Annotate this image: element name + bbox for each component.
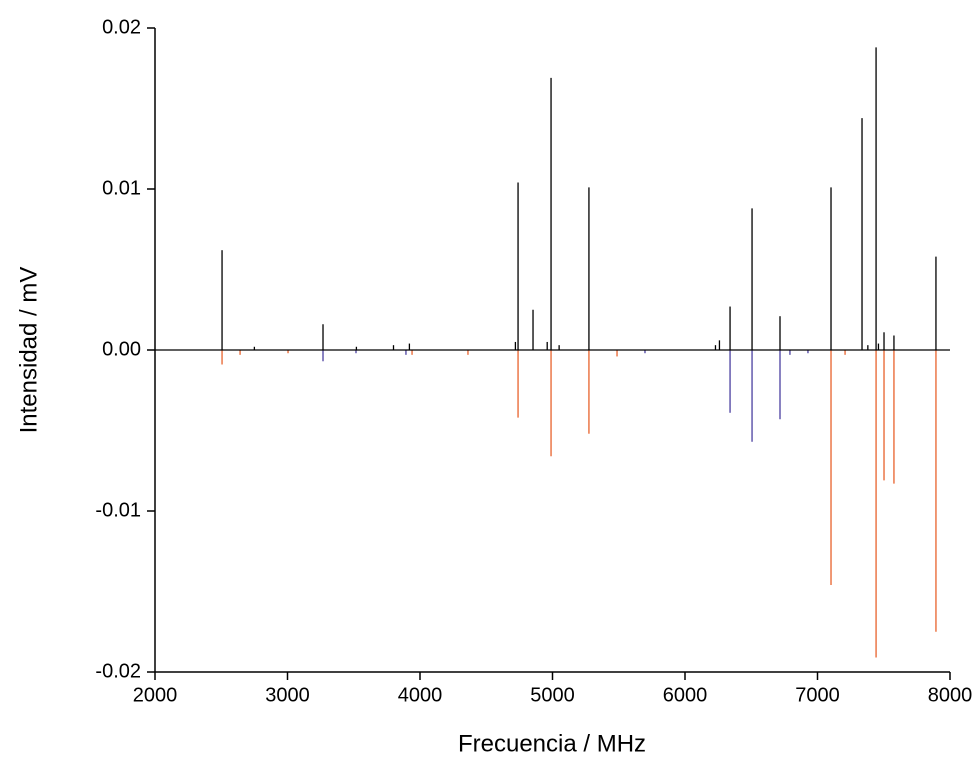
x-tick-label: 2000 <box>133 684 178 706</box>
x-tick-label: 7000 <box>795 684 840 706</box>
y-tick-label: 0.01 <box>102 177 141 199</box>
x-tick-label: 8000 <box>928 684 973 706</box>
x-tick-label: 6000 <box>663 684 708 706</box>
y-tick-label: -0.01 <box>95 499 141 521</box>
y-tick-label: 0.00 <box>102 338 141 360</box>
y-tick-label: -0.02 <box>95 660 141 682</box>
y-tick-label: 0.02 <box>102 16 141 38</box>
x-tick-label: 4000 <box>398 684 443 706</box>
y-axis-label: Intensidad / mV <box>15 267 42 434</box>
x-tick-label: 5000 <box>530 684 575 706</box>
x-tick-label: 3000 <box>265 684 310 706</box>
x-axis-label: Frecuencia / MHz <box>458 730 646 757</box>
